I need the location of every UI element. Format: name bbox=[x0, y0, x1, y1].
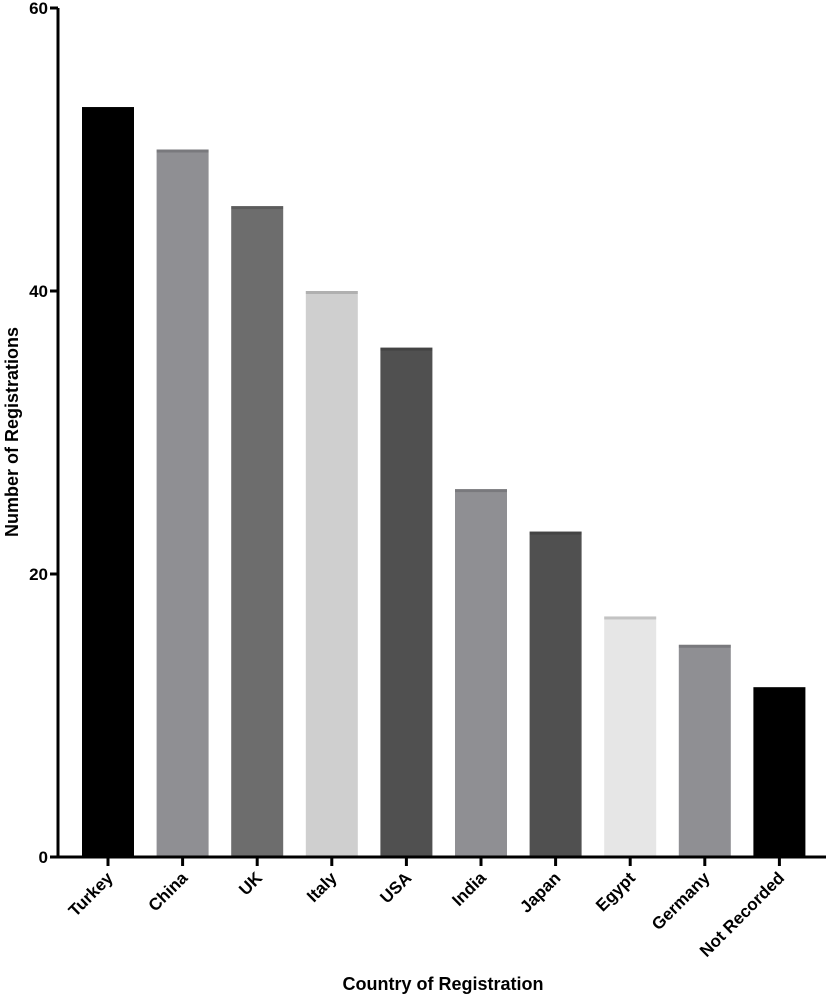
bar-india bbox=[455, 489, 507, 857]
y-ticks-group: 0 20 40 60 bbox=[29, 0, 58, 867]
x-category-label: China bbox=[145, 868, 192, 915]
x-category-label: Japan bbox=[516, 868, 564, 916]
x-category-label: India bbox=[448, 868, 490, 910]
bar-italy bbox=[305, 291, 358, 857]
bars-group bbox=[82, 107, 806, 858]
bar-top-edge bbox=[305, 291, 358, 294]
bar-usa bbox=[380, 347, 433, 857]
x-category-label: Egypt bbox=[592, 868, 639, 915]
x-ticks-group: Turkey China UK Italy USA India Japan Egypt Germ… bbox=[65, 857, 788, 961]
bar-china bbox=[156, 149, 209, 857]
bar-top-edge bbox=[156, 149, 209, 153]
bar-top-edge bbox=[455, 489, 507, 493]
y-tick-label: 60 bbox=[29, 0, 48, 18]
bar-top-edge bbox=[604, 616, 657, 620]
bar-not-recorded bbox=[753, 687, 806, 857]
y-tick-label: 40 bbox=[29, 282, 48, 301]
x-category-label: Germany bbox=[648, 868, 714, 934]
bar-top-edge bbox=[753, 687, 806, 691]
bar-top-edge bbox=[82, 107, 134, 111]
x-category-label: Italy bbox=[303, 868, 341, 906]
y-axis-title: Number of Registrations bbox=[2, 327, 22, 537]
bar-top-edge bbox=[231, 206, 284, 210]
x-category-label: UK bbox=[235, 868, 266, 899]
y-tick-label: 0 bbox=[39, 848, 48, 867]
x-axis-title: Country of Registration bbox=[343, 974, 544, 994]
bar-top-edge bbox=[678, 644, 731, 648]
bar-germany bbox=[678, 644, 731, 857]
x-category-label: USA bbox=[376, 868, 415, 907]
bar-turkey bbox=[82, 107, 134, 858]
bar-top-edge bbox=[529, 531, 582, 535]
x-category-label: Turkey bbox=[65, 868, 117, 920]
bar-top-edge bbox=[380, 347, 433, 351]
bar-japan bbox=[529, 531, 582, 857]
bar-egypt bbox=[604, 616, 657, 857]
bar-uk bbox=[231, 206, 284, 858]
y-tick-label: 20 bbox=[29, 565, 48, 584]
